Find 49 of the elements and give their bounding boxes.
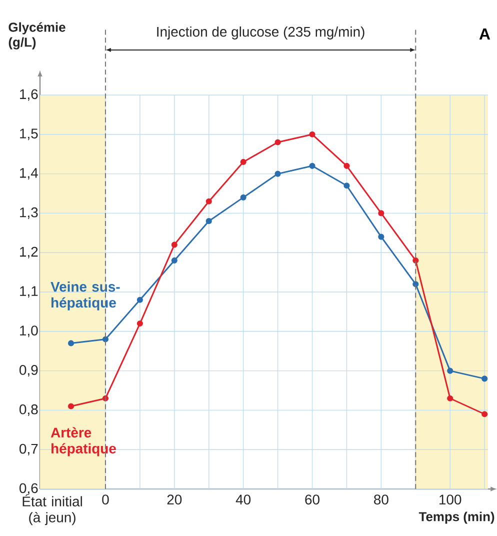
point	[412, 257, 419, 264]
point	[482, 376, 488, 382]
point	[378, 210, 384, 216]
y-tick-label: 1,5	[20, 128, 38, 140]
point	[136, 296, 143, 303]
point	[412, 281, 419, 288]
point	[344, 162, 350, 169]
y-tick-label: 1,3	[20, 207, 38, 219]
point	[447, 395, 454, 402]
series-label: Artère hépatique	[50, 427, 116, 456]
y-tick-label: 1,0	[20, 326, 38, 338]
point	[136, 320, 143, 327]
y-tick-label: 0,9	[20, 365, 38, 377]
point	[206, 218, 212, 224]
point	[274, 139, 281, 146]
point	[171, 242, 178, 248]
y-tick-label: 0,7	[20, 444, 38, 456]
point	[68, 403, 74, 410]
point	[68, 340, 74, 346]
point	[206, 198, 212, 204]
point	[171, 257, 178, 264]
x-tick-label: 0	[102, 494, 109, 505]
x-tick-label: 40	[236, 494, 251, 505]
x-tick-label: 20	[167, 494, 182, 505]
x-tick-label: 100	[440, 494, 462, 505]
text: A	[479, 28, 490, 40]
point	[240, 158, 246, 166]
x-axis-title: Temps (min)	[418, 512, 494, 524]
point	[482, 411, 488, 418]
point	[240, 194, 246, 200]
point	[378, 234, 384, 240]
series-label: Veine sus-hépatique	[50, 281, 120, 310]
point	[309, 162, 316, 169]
point	[309, 131, 316, 138]
text: Injection de glucose (235 mg/min)	[157, 26, 364, 40]
point	[344, 182, 350, 189]
point	[447, 368, 454, 374]
y-tick-label: 1,4	[20, 168, 38, 180]
y-tick-label: 1,2	[20, 246, 38, 258]
y-tick-label: 1,6	[20, 89, 38, 101]
y-tick-label: 1,1	[20, 286, 38, 298]
band-label: État initial (à jeun)	[22, 494, 82, 526]
point	[102, 336, 109, 342]
x-tick-label: 60	[305, 494, 320, 505]
y-tick-label: 0,8	[20, 404, 38, 416]
x-tick-label: 80	[374, 494, 388, 505]
point	[274, 170, 281, 177]
y-tick-label: 0,6	[20, 483, 38, 495]
y-axis-title: Glycémie (g/L)	[8, 22, 66, 50]
